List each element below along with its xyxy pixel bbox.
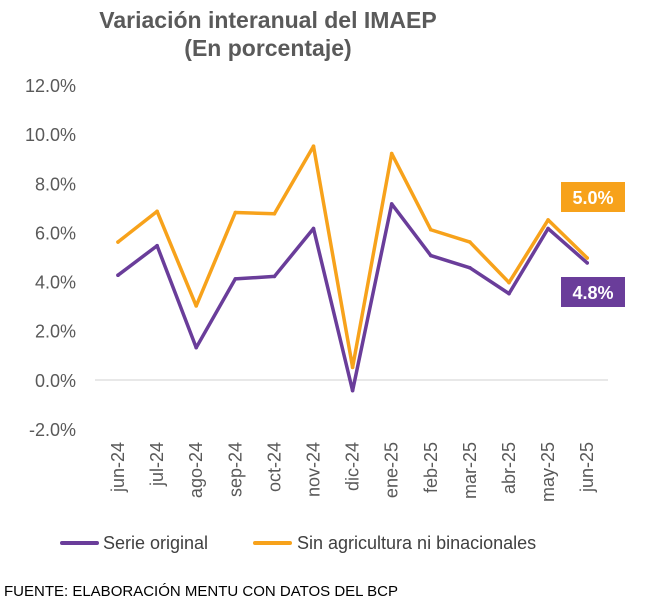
end-value-badges: 5.0% 4.8% <box>561 182 625 307</box>
y-tick-label: 0.0% <box>35 371 76 391</box>
data-point-serie-original <box>350 388 355 393</box>
value-badge-label: 4.8% <box>572 283 613 303</box>
value-badge-sin-agricultura-ni-binacionales <box>561 182 625 212</box>
data-point-serie-original <box>507 291 511 296</box>
data-point-sin-agricultura-ni-binacionales <box>546 218 550 222</box>
x-tick-label: sep-24 <box>225 442 245 497</box>
data-point-sin-agricultura-ni-binacionales <box>116 240 120 244</box>
x-tick-label: abr-25 <box>499 442 519 494</box>
y-tick-label: 4.0% <box>35 273 76 293</box>
data-point-serie-original <box>546 226 550 231</box>
data-point-sin-agricultura-ni-binacionales <box>233 210 238 215</box>
data-point-sin-agricultura-ni-binacionales <box>272 211 277 216</box>
x-tick-label: feb-25 <box>421 442 441 493</box>
x-tick-label: jul-24 <box>147 442 167 487</box>
value-badge-serie-original <box>561 277 625 307</box>
data-point-sin-agricultura-ni-binacionales <box>389 151 394 156</box>
legend-label-serie-original: Serie original <box>103 533 208 553</box>
y-axis-ticks: 12.0% 10.0% 8.0% 6.0% 4.0% 2.0% 0.0% -2.0% <box>25 76 76 440</box>
x-tick-label: may-25 <box>538 442 558 502</box>
chart-subtitle: (En porcentaje) <box>184 35 351 61</box>
data-point-sin-agricultura-ni-binacionales <box>350 365 355 370</box>
x-tick-label: jun-25 <box>577 442 597 493</box>
data-point-serie-original <box>311 226 316 231</box>
x-tick-label: ene-25 <box>382 442 402 498</box>
series-lines <box>116 144 589 393</box>
data-point-sin-agricultura-ni-binacionales <box>429 227 433 232</box>
data-point-serie-original <box>468 266 472 270</box>
data-point-sin-agricultura-ni-binacionales <box>311 144 316 148</box>
data-point-serie-original <box>585 261 589 265</box>
series-line-sin-agricultura-ni-binacionales <box>116 144 589 370</box>
legend: Serie original Sin agricultura ni binaci… <box>60 533 536 553</box>
value-badge-label: 5.0% <box>572 188 613 208</box>
y-tick-label: 2.0% <box>35 322 76 342</box>
chart-title: Variación interanual del IMAEP <box>99 7 436 33</box>
data-point-serie-original <box>116 273 120 278</box>
y-tick-label: 10.0% <box>25 125 76 145</box>
data-point-serie-original <box>155 243 159 248</box>
x-axis-ticks: jun-24 jul-24 ago-24 sep-24 oct-24 nov-24 dic-… <box>108 442 597 502</box>
data-point-serie-original <box>272 274 277 279</box>
y-tick-label: 8.0% <box>35 174 76 194</box>
data-point-sin-agricultura-ni-binacionales <box>468 240 472 244</box>
x-tick-label: mar-25 <box>460 442 480 499</box>
x-tick-label: oct-24 <box>264 442 284 492</box>
y-tick-label: 12.0% <box>25 76 76 96</box>
x-tick-label: nov-24 <box>304 442 324 497</box>
data-point-sin-agricultura-ni-binacionales <box>194 304 198 308</box>
data-point-sin-agricultura-ni-binacionales <box>507 280 511 285</box>
legend-label-sin-agricultura: Sin agricultura ni binacionales <box>297 533 536 553</box>
source-note: FUENTE: ELABORACIÓN MENTU CON DATOS DEL … <box>4 583 398 600</box>
y-tick-label: -2.0% <box>29 420 76 440</box>
data-point-serie-original <box>389 202 394 206</box>
x-tick-label: jun-24 <box>108 442 128 493</box>
x-tick-label: dic-24 <box>343 442 363 491</box>
x-tick-label: ago-24 <box>186 442 206 498</box>
data-point-sin-agricultura-ni-binacionales <box>155 209 159 214</box>
data-point-serie-original <box>233 277 238 281</box>
y-tick-label: 6.0% <box>35 223 76 243</box>
data-point-serie-original <box>429 253 433 258</box>
data-point-serie-original <box>194 345 198 350</box>
data-point-sin-agricultura-ni-binacionales <box>585 256 589 260</box>
